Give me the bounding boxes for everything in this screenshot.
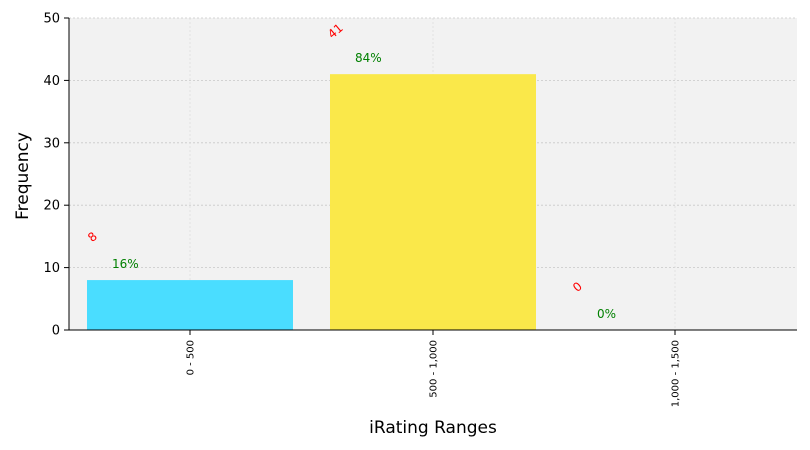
x-axis-label: iRating Ranges bbox=[369, 418, 497, 438]
y-tick-label: 10 bbox=[43, 261, 60, 276]
y-axis-label: Frequency bbox=[13, 132, 33, 220]
y-tick-label: 0 bbox=[52, 324, 60, 339]
y-tick-label: 30 bbox=[43, 136, 60, 151]
percent-label: 84% bbox=[355, 51, 382, 65]
x-tick-label: 0 - 500 bbox=[186, 340, 197, 375]
x-tick-label: 500 - 1,000 bbox=[429, 340, 440, 398]
bar bbox=[87, 280, 293, 330]
x-axis-ticks: 0 - 500 500 - 1,000 1,000 - 1,500 bbox=[186, 330, 682, 407]
percent-label: 0% bbox=[597, 307, 616, 321]
y-tick-label: 40 bbox=[43, 74, 60, 89]
y-axis-ticks: 0 10 20 30 40 50 bbox=[43, 12, 69, 339]
y-tick-label: 20 bbox=[43, 199, 60, 214]
bar bbox=[330, 74, 536, 330]
bars bbox=[87, 74, 536, 330]
percent-label: 16% bbox=[112, 257, 139, 271]
y-tick-label: 50 bbox=[43, 12, 60, 27]
x-tick-label: 1,000 - 1,500 bbox=[671, 340, 682, 407]
